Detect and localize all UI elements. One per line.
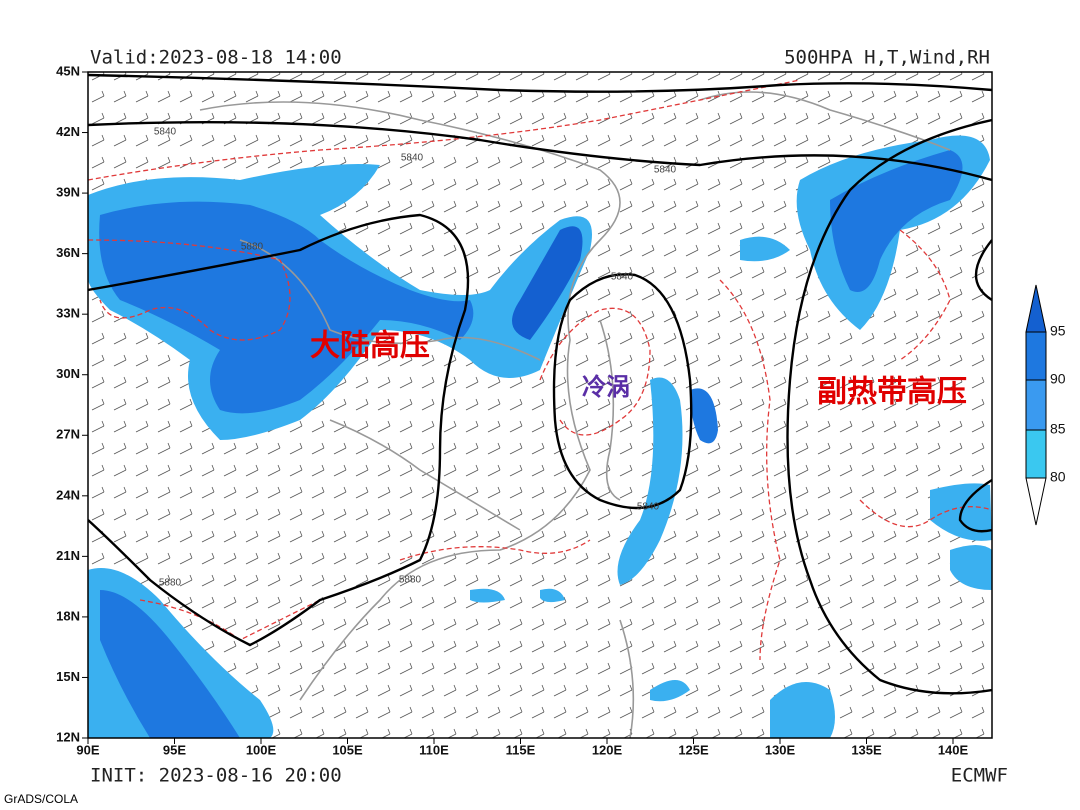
lon-label: 135E [851, 742, 882, 757]
contour-label: 5840 [154, 127, 177, 138]
height-contours [88, 73, 992, 695]
contour-label: 5880 [241, 242, 264, 253]
colorbar: 95 90 85 80 [1025, 284, 1066, 526]
lat-label: 24N [56, 487, 80, 502]
model-name: ECMWF [951, 765, 1008, 787]
lon-axis: 90E 95E 100E 105E 110E 115E 120E 125E 130E 135E 14… [76, 738, 969, 757]
lat-label: 45N [56, 63, 80, 78]
colorbar-label: 85 [1050, 421, 1066, 437]
lon-label: 140E [938, 742, 969, 757]
contour-label: 5840 [654, 165, 677, 176]
lat-label: 27N [56, 427, 80, 442]
lon-label: 95E [163, 742, 186, 757]
colorbar-label: 90 [1050, 371, 1066, 387]
lon-label: 120E [592, 742, 623, 757]
valid-time: Valid:2023-08-18 14:00 [90, 47, 342, 69]
lon-label: 130E [765, 742, 796, 757]
annotation: 大陆高压 [310, 329, 430, 364]
contour-labels: 5840 5840 5840 5880 5840 5840 5880 5880 [154, 127, 677, 589]
lat-label: 36N [56, 245, 80, 260]
lon-label: 100E [246, 742, 277, 757]
contour-label: 5840 [401, 153, 424, 164]
colorbar-label: 95 [1050, 323, 1066, 339]
lat-label: 15N [56, 669, 80, 684]
credit: GrADS/COLA [4, 792, 78, 806]
lon-label: 115E [506, 742, 536, 757]
lat-label: 12N [56, 729, 80, 744]
map-area: 5840 5840 5840 5880 5840 5840 5880 5880 [88, 72, 992, 738]
lat-label: 30N [56, 366, 80, 381]
rh-shading [88, 135, 992, 738]
annotation: 副热带高压 [817, 375, 967, 410]
init-time: INIT: 2023-08-16 20:00 [90, 765, 342, 787]
contour-label: 5840 [637, 502, 660, 513]
lat-label: 21N [56, 548, 80, 563]
lat-label: 39N [56, 185, 80, 200]
lon-label: 125E [678, 742, 709, 757]
lat-label: 33N [56, 306, 80, 321]
product-title: 500HPA H,T,Wind,RH [784, 47, 990, 69]
lon-label: 105E [332, 742, 363, 757]
annotation: 冷涡 [582, 373, 630, 401]
contour-label: 5880 [399, 575, 422, 586]
lon-label: 90E [76, 742, 99, 757]
lat-label: 18N [56, 608, 80, 623]
lat-label: 42N [56, 124, 80, 139]
contour-label: 5840 [611, 272, 634, 283]
map-frame [87, 71, 993, 739]
lon-label: 110E [419, 742, 449, 757]
colorbar-label: 80 [1050, 469, 1066, 485]
lat-axis: 45N 42N 39N 36N 33N 30N 27N 24N 21N 18N 15N 12N [56, 63, 88, 744]
contour-label: 5880 [159, 578, 182, 589]
